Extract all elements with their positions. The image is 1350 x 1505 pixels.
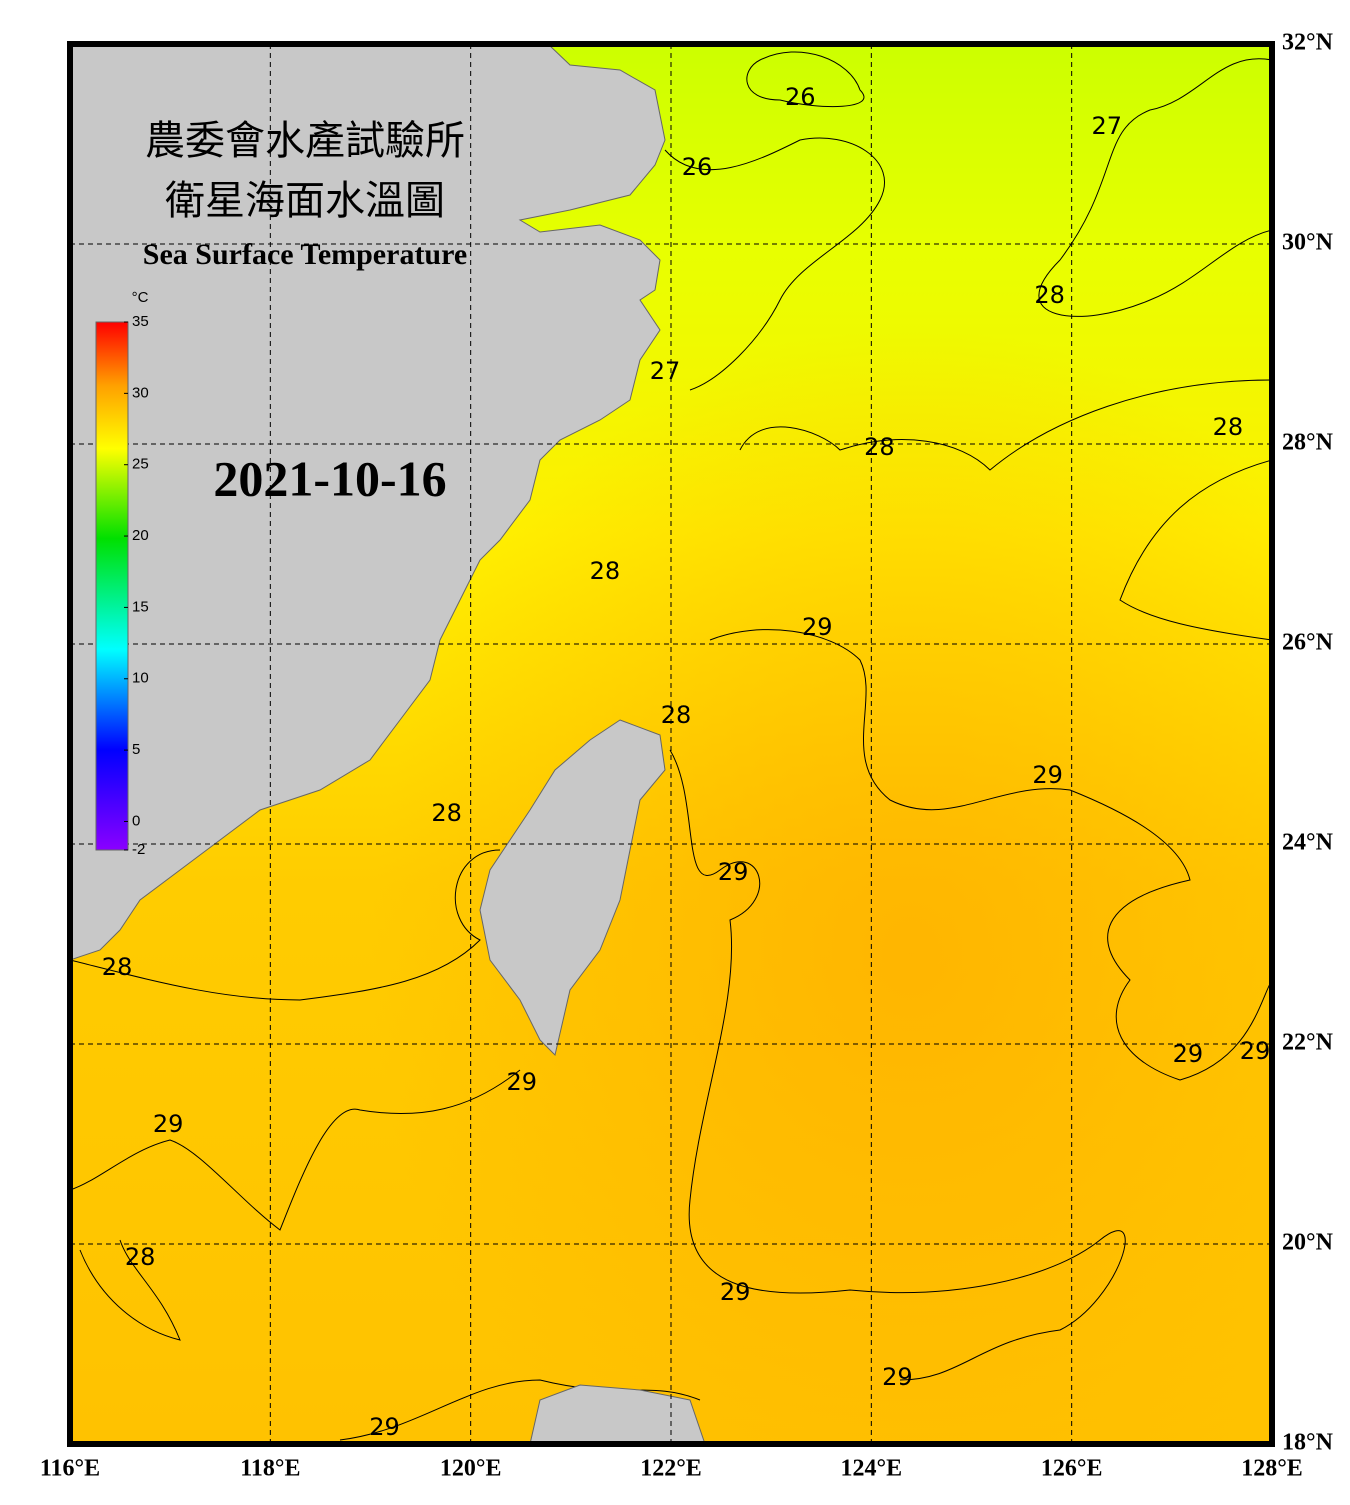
title-zh: 農委會水產試驗所: [145, 118, 465, 163]
frame: [67, 41, 1275, 1447]
lat-tick-label: 20°N: [1282, 1230, 1334, 1256]
lon-tick-label: 116°E: [40, 1456, 100, 1482]
land: [70, 44, 666, 961]
colorbar-tick-label: 5: [132, 741, 140, 758]
contour: [1038, 58, 1272, 317]
subtitle-zh: 衛星海面水溫圖: [165, 178, 445, 223]
colorbar-tick-label: 25: [132, 456, 149, 473]
luzon: [529, 1384, 706, 1444]
lon-tick-label: 118°E: [240, 1456, 300, 1482]
colorbar-ticks: 35 30 25 20 15 10 5 0 -2: [124, 313, 149, 858]
contour-label: 28: [864, 433, 895, 461]
contour-label: 28: [102, 953, 133, 981]
colorbar-tick-label: 20: [132, 527, 149, 544]
contour: [79, 1239, 701, 1441]
colorbar-tick-label: 0: [132, 812, 140, 829]
contour-label: 29: [802, 613, 833, 641]
contour-label: 29: [506, 1068, 537, 1096]
lon-tick-label: 126°E: [1041, 1456, 1103, 1482]
colorbar-tick-label: 30: [132, 384, 149, 401]
lat-tick-label: 26°N: [1282, 630, 1334, 656]
contour-label: 26: [682, 153, 713, 181]
contour-label: 28: [125, 1243, 156, 1271]
contour: [70, 849, 521, 1231]
contour-label: 29: [153, 1110, 184, 1138]
contour-labels: 26 26 27 28 27 28 28 28 29 28 29 28 29 28 29 29 29 29 28 29…: [102, 83, 1270, 1441]
contour-label: 28: [590, 557, 621, 585]
taiwan: [479, 719, 666, 1056]
contour-label: 29: [1240, 1037, 1271, 1065]
contour-label: 27: [650, 357, 681, 385]
contour-label: 29: [720, 1278, 751, 1306]
date: 2021-10-16: [213, 450, 446, 506]
lon-tick-label: 120°E: [440, 1456, 502, 1482]
colorbar-tick-label: 35: [132, 313, 149, 330]
map-area: [70, 44, 1272, 1444]
contour-label: 29: [718, 858, 749, 886]
contour-label: 29: [1032, 761, 1063, 789]
lat-tick-label: 28°N: [1282, 430, 1334, 456]
lat-tick-label: 30°N: [1282, 230, 1334, 256]
contour-label: 28: [431, 799, 462, 827]
lon-tick-label: 128°E: [1241, 1456, 1303, 1482]
colorbar: [95, 321, 129, 851]
graticule: 116°E 118°E 120°E 122°E 124°E 126°E 128°E18°N 2…: [40, 30, 1334, 1482]
contour: [709, 629, 1272, 1081]
contour-label: 28: [661, 701, 692, 729]
contour-label: 29: [369, 1413, 400, 1441]
contour-label: 29: [1173, 1040, 1204, 1068]
title-en: Sea Surface Temperature: [143, 238, 467, 271]
lon-tick-label: 122°E: [640, 1456, 702, 1482]
contour: [669, 749, 1126, 1381]
contour-label: 28: [1034, 281, 1065, 309]
colorbar-tick-label: 10: [132, 670, 149, 687]
contour-label: 29: [882, 1363, 913, 1391]
colorbar-tick-label: -2: [132, 841, 145, 858]
contour: [664, 51, 886, 391]
contour-label: 26: [785, 83, 816, 111]
lat-tick-label: 22°N: [1282, 1030, 1334, 1056]
contour-label: 28: [1213, 413, 1244, 441]
lon-tick-label: 124°E: [841, 1456, 903, 1482]
colorbar-unit: °C: [132, 289, 149, 306]
contour-label: 27: [1091, 112, 1122, 140]
contour: [739, 379, 1272, 641]
lat-tick-label: 18°N: [1282, 1430, 1334, 1456]
colorbar-tick-label: 15: [132, 598, 149, 615]
lat-tick-label: 32°N: [1282, 30, 1334, 56]
lat-tick-label: 24°N: [1282, 830, 1334, 856]
